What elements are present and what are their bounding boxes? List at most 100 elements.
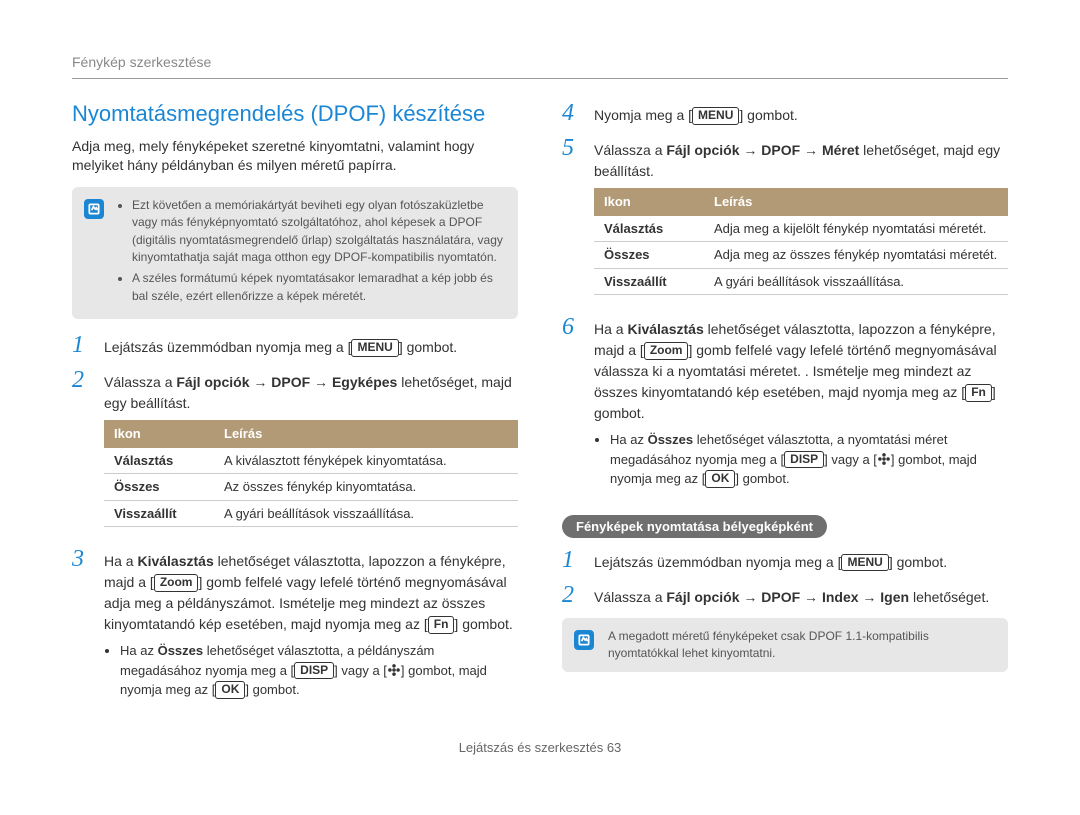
breadcrumb: Fénykép szerkesztése: [72, 54, 1008, 79]
table-row: Választás A kiválasztott fényképek kinyo…: [104, 448, 518, 474]
sub-text: ] vagy a [: [824, 452, 877, 467]
macro-icon: [387, 663, 401, 677]
sub-bold: Összes: [158, 643, 204, 658]
step-5: 5 Válassza a Fájl opciók → DPOF → Méret …: [562, 136, 1008, 305]
step-text: Ha a: [104, 553, 137, 569]
menu-button-label: MENU: [351, 339, 398, 357]
note-box-2: A megadott méretű fényképeket csak DPOF …: [562, 618, 1008, 673]
note-icon: [574, 630, 594, 650]
step-6: 6 Ha a Kiválasztás lehetőséget választot…: [562, 315, 1008, 491]
options-table-2: Ikon Leírás Választás Adja meg a kijelöl…: [594, 188, 1008, 295]
sub-text: Ha az: [120, 643, 158, 658]
macro-icon: [877, 452, 891, 466]
sub-bullet: Ha az Összes lehetőséget választotta, a …: [120, 641, 518, 700]
disp-button-label: DISP: [784, 451, 824, 469]
table-cell-icon: Visszaállít: [104, 500, 214, 527]
fn-button-label: Fn: [428, 616, 455, 634]
step-text: Lejátszás üzemmódban nyomja meg a [: [594, 554, 841, 570]
step-bold: Fájl opciók → DPOF → Méret: [666, 142, 859, 158]
step-text: lehetőséget.: [909, 589, 989, 605]
options-table-1: Ikon Leírás Választás A kiválasztott fén…: [104, 420, 518, 527]
table-header-icon: Ikon: [104, 420, 214, 448]
zoom-button-label: Zoom: [644, 342, 689, 360]
page-title: Nyomtatásmegrendelés (DPOF) készítése: [72, 101, 518, 127]
table-cell-desc: Adja meg a kijelölt fénykép nyomtatási m…: [704, 216, 1008, 242]
step-text: ] gombot.: [739, 107, 797, 123]
note-icon: [84, 199, 104, 219]
step-number: 2: [562, 583, 584, 608]
right-column: 4 Nyomja meg a [MENU] gombot. 5 Válassza…: [562, 101, 1008, 712]
note-box-1: Ezt követően a memóriakártyát beviheti e…: [72, 187, 518, 319]
table-cell-icon: Visszaállít: [594, 268, 704, 295]
left-column: Nyomtatásmegrendelés (DPOF) készítése Ad…: [72, 101, 518, 712]
step-2: 2 Válassza a Fájl opciók → DPOF → Egykép…: [72, 368, 518, 537]
step-bold: Kiválasztás: [627, 321, 703, 337]
step-3: 3 Ha a Kiválasztás lehetőséget választot…: [72, 547, 518, 702]
sub-text: Ha az: [610, 432, 648, 447]
step-text: Válassza a: [594, 142, 666, 158]
sub-bold: Összes: [648, 432, 694, 447]
step-number: 5: [562, 136, 584, 305]
sub-bullet: Ha az Összes lehetőséget választotta, a …: [610, 430, 1008, 489]
step-text: ] gombot.: [399, 339, 457, 355]
menu-button-label: MENU: [692, 107, 739, 125]
step-number: 2: [72, 368, 94, 537]
zoom-button-label: Zoom: [154, 574, 199, 592]
subheading-pill: Fényképek nyomtatása bélyegképként: [562, 515, 827, 538]
table-cell-icon: Összes: [594, 242, 704, 269]
right-steps: 4 Nyomja meg a [MENU] gombot. 5 Válassza…: [562, 101, 1008, 491]
step-4: 4 Nyomja meg a [MENU] gombot.: [562, 101, 1008, 126]
step-text: Lejátszás üzemmódban nyomja meg a [: [104, 339, 351, 355]
table-header-icon: Ikon: [594, 188, 704, 216]
table-row: Összes Az összes fénykép kinyomtatása.: [104, 474, 518, 501]
disp-button-label: DISP: [294, 662, 334, 680]
table-cell-icon: Összes: [104, 474, 214, 501]
table-row: Összes Adja meg az összes fénykép nyomta…: [594, 242, 1008, 269]
step-number: 6: [562, 315, 584, 491]
table-cell-desc: A kiválasztott fényképek kinyomtatása.: [214, 448, 518, 474]
table-row: Visszaállít A gyári beállítások visszaál…: [104, 500, 518, 527]
sub-step-1: 1 Lejátszás üzemmódban nyomja meg a [MEN…: [562, 548, 1008, 573]
step-number: 1: [72, 333, 94, 358]
page: Fénykép szerkesztése Nyomtatásmegrendelé…: [0, 0, 1080, 785]
step-text: Válassza a: [104, 374, 176, 390]
ok-button-label: OK: [215, 681, 245, 699]
table-cell-desc: Az összes fénykép kinyomtatása.: [214, 474, 518, 501]
note2-text: A megadott méretű fényképeket csak DPOF …: [608, 629, 929, 660]
fn-button-label: Fn: [965, 384, 992, 402]
step-text: Ha a: [594, 321, 627, 337]
table-cell-icon: Választás: [104, 448, 214, 474]
step-1: 1 Lejátszás üzemmódban nyomja meg a [MEN…: [72, 333, 518, 358]
sub-text: ] gombot.: [735, 471, 789, 486]
table-cell-desc: Adja meg az összes fénykép nyomtatási mé…: [704, 242, 1008, 269]
step-number: 4: [562, 101, 584, 126]
table-cell-icon: Választás: [594, 216, 704, 242]
step-text: Nyomja meg a [: [594, 107, 692, 123]
intro-text: Adja meg, mely fényképeket szeretné kiny…: [72, 137, 518, 175]
sub-steps: 1 Lejátszás üzemmódban nyomja meg a [MEN…: [562, 548, 1008, 608]
footer-section: Lejátszás és szerkesztés: [459, 740, 607, 755]
table-row: Választás Adja meg a kijelölt fénykép ny…: [594, 216, 1008, 242]
step-bold: Fájl opciók → DPOF → Index → Igen: [666, 589, 909, 605]
table-cell-desc: A gyári beállítások visszaállítása.: [214, 500, 518, 527]
table-header-desc: Leírás: [214, 420, 518, 448]
table-header-desc: Leírás: [704, 188, 1008, 216]
step-number: 3: [72, 547, 94, 702]
page-footer: Lejátszás és szerkesztés 63: [72, 740, 1008, 755]
ok-button-label: OK: [705, 470, 735, 488]
note1-bullet-2: A széles formátumú képek nyomtatásakor l…: [132, 270, 504, 305]
step-bold: Kiválasztás: [137, 553, 213, 569]
step-text: ] gombot.: [889, 554, 947, 570]
table-cell-desc: A gyári beállítások visszaállítása.: [704, 268, 1008, 295]
table-row: Visszaállít A gyári beállítások visszaál…: [594, 268, 1008, 295]
sub-text: ] vagy a [: [334, 663, 387, 678]
footer-page-number: 63: [607, 740, 621, 755]
step-number: 1: [562, 548, 584, 573]
two-column-layout: Nyomtatásmegrendelés (DPOF) készítése Ad…: [72, 101, 1008, 712]
left-steps: 1 Lejátszás üzemmódban nyomja meg a [MEN…: [72, 333, 518, 702]
step-bold: Fájl opciók → DPOF → Egyképes: [176, 374, 397, 390]
step-text: ] gombot.: [454, 616, 512, 632]
sub-step-2: 2 Válassza a Fájl opciók → DPOF → Index …: [562, 583, 1008, 608]
menu-button-label: MENU: [841, 554, 888, 572]
step-text: Válassza a: [594, 589, 666, 605]
